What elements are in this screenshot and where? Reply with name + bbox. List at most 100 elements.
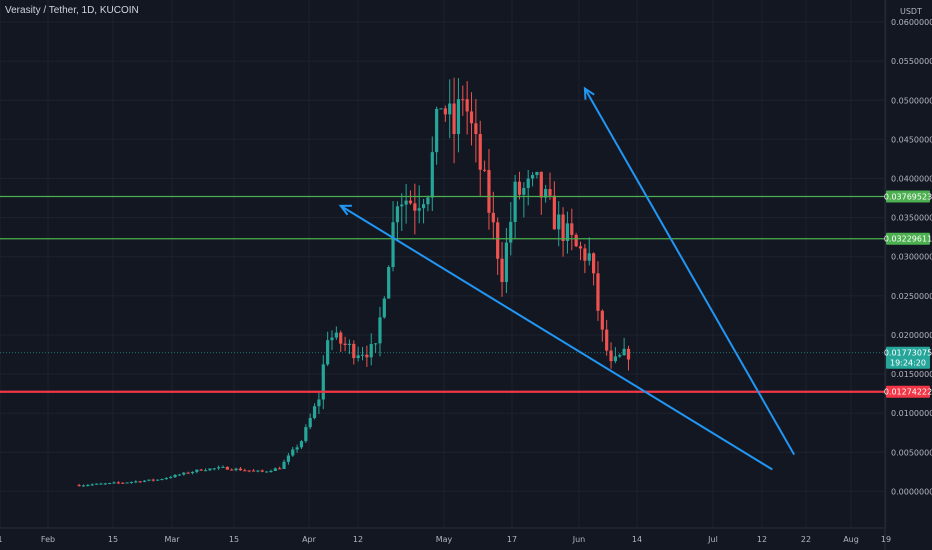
candle-body xyxy=(387,267,391,299)
time-tick-label: 15 xyxy=(229,535,239,544)
candle-body xyxy=(400,204,404,207)
candle-body xyxy=(217,467,221,469)
candle-body xyxy=(609,350,613,362)
candle-body xyxy=(221,466,225,468)
candle-body xyxy=(308,418,312,428)
grid xyxy=(0,0,887,528)
candle-body xyxy=(613,356,617,362)
candle-body xyxy=(483,169,487,171)
candle-body xyxy=(129,481,134,483)
candle-body xyxy=(112,482,116,484)
candle-body xyxy=(626,348,631,360)
candle-body xyxy=(465,99,469,112)
candle-body xyxy=(151,479,155,481)
candle-body xyxy=(116,482,120,484)
upper-arrow-head xyxy=(583,86,595,100)
time-tick-label: Apr xyxy=(302,535,317,544)
candle-body xyxy=(548,189,552,196)
candle-body xyxy=(443,108,447,115)
candle-body xyxy=(491,212,495,223)
candle-body xyxy=(478,133,482,170)
candle-body xyxy=(382,298,386,318)
time-tick-label: 15 xyxy=(108,535,118,544)
candle-body xyxy=(496,222,500,259)
candle-body xyxy=(94,483,99,485)
time-tick-label: 14 xyxy=(632,535,642,544)
time-tick-label: Jul xyxy=(707,535,718,544)
candle-body xyxy=(108,482,112,484)
candle-body xyxy=(500,258,504,283)
candle-body xyxy=(186,472,190,474)
candle-body xyxy=(408,200,413,204)
candle-body xyxy=(535,171,539,176)
time-tick-label: Mar xyxy=(164,535,180,544)
candle-body xyxy=(208,468,212,471)
candle-body xyxy=(343,343,347,346)
time-tick-label: Aug xyxy=(843,535,859,544)
candle-body xyxy=(330,337,334,341)
time-axis[interactable]: 1 Feb 15 Mar 15 Apr 12 May 17 Jun 14 Jul 12 22 Aug 19 xyxy=(0,535,891,544)
candle-body xyxy=(487,170,491,213)
candle-body xyxy=(317,399,321,407)
candle-body xyxy=(173,474,177,478)
candle-body xyxy=(295,447,299,450)
candle-body xyxy=(578,246,583,249)
candle-body xyxy=(557,214,561,230)
candle-body xyxy=(526,178,530,189)
candle-body xyxy=(583,248,587,261)
candle-body xyxy=(352,343,356,359)
candle-body xyxy=(81,485,86,487)
candle-body xyxy=(273,468,277,471)
time-tick-label: 19 xyxy=(881,535,891,544)
candle-body xyxy=(199,469,203,471)
candle-body xyxy=(456,99,461,135)
candle-body xyxy=(160,479,164,481)
candle-body xyxy=(103,483,107,485)
resistance-price-badge-bg xyxy=(886,190,930,203)
candle-body xyxy=(522,188,526,195)
time-tick-label: 17 xyxy=(507,535,517,544)
candle-body xyxy=(592,253,596,274)
candle-body xyxy=(138,481,142,483)
last-price-badge-bg xyxy=(886,346,930,369)
candle-body xyxy=(544,189,548,198)
symbol-title: Verasity / Tether, 1D, KUCOIN xyxy=(5,5,139,16)
candle-body xyxy=(121,482,125,484)
candle-body xyxy=(395,206,399,223)
candle-body xyxy=(243,470,247,472)
candle-body xyxy=(622,348,626,356)
time-tick-label: 22 xyxy=(801,535,811,544)
candle-body xyxy=(596,273,600,311)
candle-body xyxy=(326,340,330,365)
trendlines[interactable] xyxy=(338,86,796,471)
price-badges: 0.03769523 0.03229611 0.01274222 0.01773075… xyxy=(884,190,932,398)
candle-body xyxy=(269,470,273,472)
candle-body xyxy=(565,223,570,241)
candle-body xyxy=(334,332,338,338)
candle-body xyxy=(448,103,452,115)
candle-body xyxy=(134,481,138,483)
price-lines xyxy=(0,195,885,393)
candle-body xyxy=(230,469,234,471)
candle-body xyxy=(435,108,439,153)
candle-body xyxy=(374,343,378,345)
candle-body xyxy=(347,343,352,346)
candle-body xyxy=(539,171,543,198)
candle-body xyxy=(356,355,360,359)
candle-body xyxy=(260,470,264,472)
candle-body xyxy=(147,479,151,481)
candle-body xyxy=(265,471,269,473)
candle-body xyxy=(304,427,308,442)
candle-body xyxy=(156,479,160,481)
candles xyxy=(77,77,631,487)
candle-body xyxy=(86,485,90,487)
